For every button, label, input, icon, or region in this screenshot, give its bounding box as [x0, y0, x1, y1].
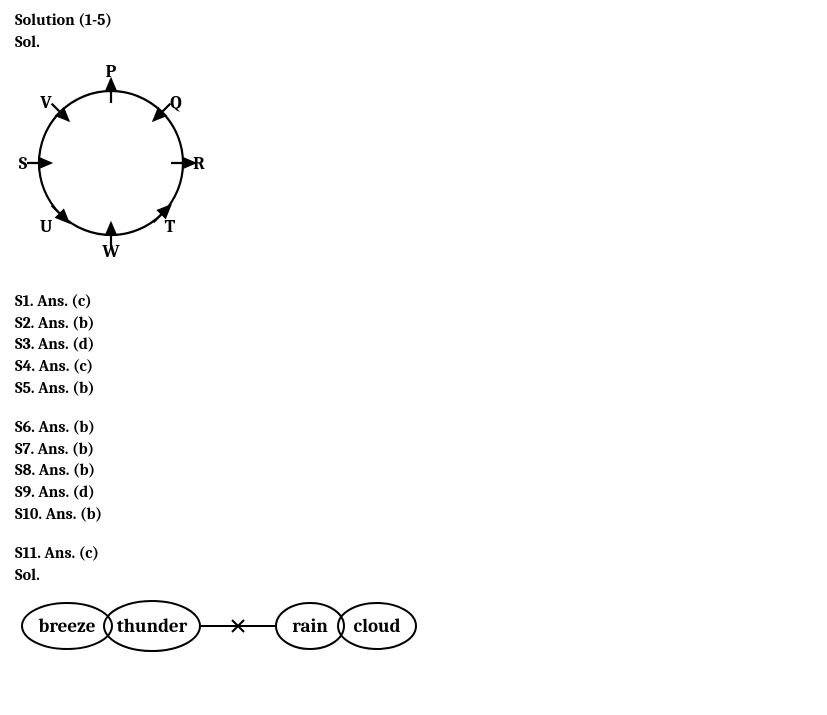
svg-text:P: P [106, 61, 117, 82]
answer-line-2: S2. Ans. (b) [15, 313, 812, 335]
answers-block-1: S1. Ans. (c)S2. Ans. (b)S3. Ans. (d)S4. … [15, 291, 812, 399]
answer-line-2: S7. Ans. (b) [15, 439, 812, 461]
spacer [15, 399, 812, 417]
answer-line-4: S4. Ans. (c) [15, 356, 812, 378]
svg-text:R: R [193, 153, 205, 174]
s11-line: S11. Ans. (c) [15, 543, 812, 565]
venn-diagram: breeze thunder rain cloud [15, 586, 812, 666]
svg-text:thunder: thunder [117, 615, 188, 637]
answer-line-1: S6. Ans. (b) [15, 417, 812, 439]
sol-label: Sol. [15, 32, 812, 54]
svg-text:U: U [40, 216, 53, 237]
svg-text:W: W [101, 241, 120, 262]
answers-block-2: S6. Ans. (b)S7. Ans. (b)S8. Ans. (b)S9. … [15, 417, 812, 525]
svg-text:V: V [39, 92, 52, 113]
svg-text:cloud: cloud [354, 615, 401, 637]
solution-header: Solution (1-5) [15, 10, 812, 32]
answer-line-3: S8. Ans. (b) [15, 460, 812, 482]
svg-text:S: S [19, 153, 28, 174]
svg-text:T: T [165, 216, 176, 237]
spacer [15, 273, 812, 291]
spacer [15, 525, 812, 543]
s11-sol-label: Sol. [15, 565, 812, 587]
svg-text:rain: rain [292, 615, 328, 637]
circle-seating-diagram: P Q R T W U S V [15, 53, 812, 273]
svg-text:Q: Q [170, 92, 182, 113]
answer-line-1: S1. Ans. (c) [15, 291, 812, 313]
answer-line-3: S3. Ans. (d) [15, 334, 812, 356]
answer-line-4: S9. Ans. (d) [15, 482, 812, 504]
answer-line-5: S10. Ans. (b) [15, 504, 812, 526]
answer-line-5: S5. Ans. (b) [15, 378, 812, 400]
svg-text:breeze: breeze [39, 615, 96, 637]
